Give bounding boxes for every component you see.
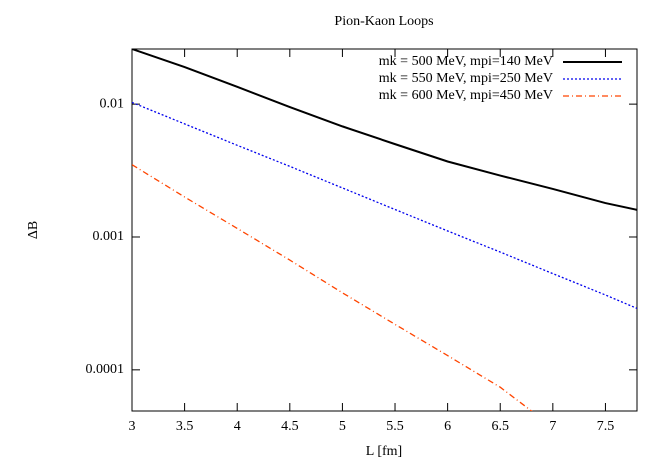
x-tick-label: 3 xyxy=(129,419,136,434)
x-tick-label: 7 xyxy=(549,419,556,434)
x-tick-label: 6.5 xyxy=(491,419,509,434)
plot-frame xyxy=(131,48,638,412)
x-axis-label: L [fm] xyxy=(366,444,402,459)
x-tick-label: 4.5 xyxy=(281,419,299,434)
y-axis-label: ΔB xyxy=(26,221,41,239)
y-tick-label: 0.001 xyxy=(93,229,125,244)
legend-label: mk = 600 MeV, mpi=450 MeV xyxy=(379,88,553,103)
x-tick-label: 3.5 xyxy=(176,419,194,434)
legend-label: mk = 550 MeV, mpi=250 MeV xyxy=(379,71,553,86)
x-tick-label: 7.5 xyxy=(597,419,615,434)
legend-label: mk = 500 MeV, mpi=140 MeV xyxy=(379,54,553,69)
x-tick-label: 4 xyxy=(234,419,241,434)
series-line xyxy=(132,101,637,310)
x-tick-label: 5.5 xyxy=(386,419,404,434)
y-tick-label: 0.01 xyxy=(100,96,125,111)
chart-title: Pion-Kaon Loops xyxy=(334,14,433,29)
series-line xyxy=(132,49,637,211)
x-tick-label: 5 xyxy=(339,419,346,434)
y-tick-label: 0.0001 xyxy=(86,362,125,377)
x-tick-label: 6 xyxy=(444,419,451,434)
series-line xyxy=(132,164,533,411)
